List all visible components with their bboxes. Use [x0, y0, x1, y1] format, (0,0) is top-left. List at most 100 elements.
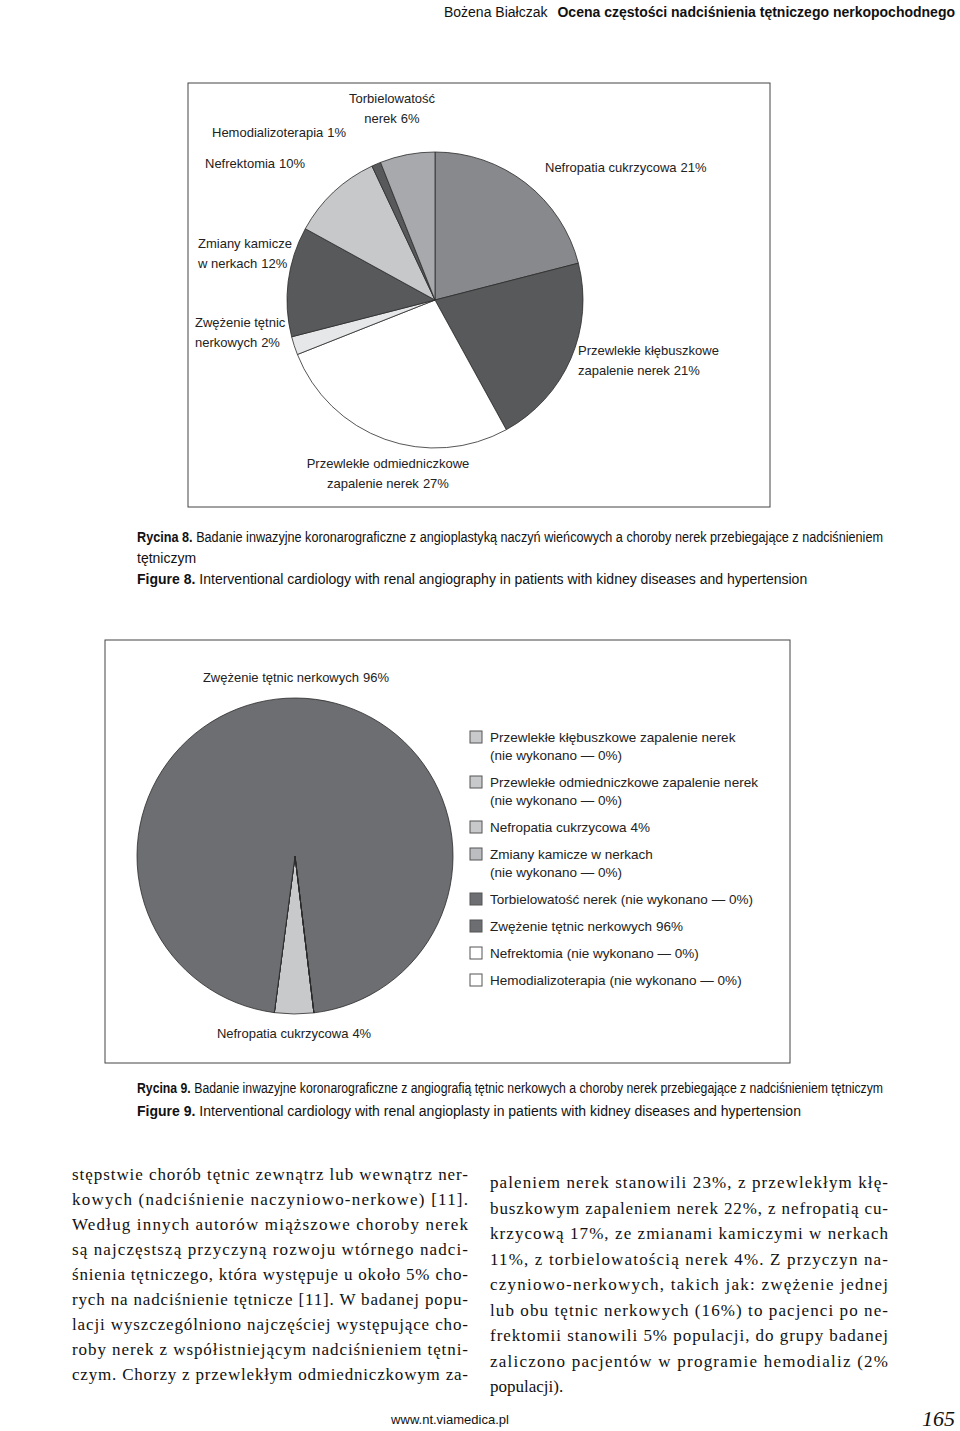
- chart: Nefropatia cukrzycowa21%Przewlekłe kłębu…: [188, 83, 770, 507]
- slice-label: Torbielowatośćnerek6%: [349, 91, 435, 126]
- slice-label: Nefropatia cukrzycowa4%: [217, 1026, 372, 1041]
- body-line: roby nerek z współistniejącym nadciśnien…: [72, 1340, 468, 1359]
- legend-value: (nie wykonano — 0%): [621, 892, 753, 907]
- body-line: śnienia tętniczego, która występuje u ok…: [72, 1265, 468, 1284]
- body-line: populacji).: [490, 1377, 563, 1396]
- slice-label-name: w nerkach: [197, 256, 257, 271]
- body-line: są najczęstszą przyczyną rozwoju wtórneg…: [72, 1240, 468, 1259]
- slice-label: Przewlekłe odmiedniczkowe zapalenie nerek…: [307, 456, 470, 491]
- legend-swatch: [470, 974, 482, 986]
- legend-value: (nie wykonano — 0%): [490, 793, 622, 808]
- slice-label-name: Przewlekłe odmiedniczkowe: [307, 456, 470, 471]
- legend-label: Nefrektomia: [490, 946, 563, 961]
- legend-value: 4%: [631, 820, 651, 835]
- pie-slice: [295, 856, 314, 1013]
- figure-frame: [188, 83, 770, 507]
- caption-text: tętniczym: [137, 550, 196, 566]
- legend-swatch: [470, 947, 482, 959]
- header-title: Ocena częstości nadciśnienia tętniczego …: [557, 4, 955, 20]
- body-line: czyniowo-nerkowych, takich jak: zwężenie…: [490, 1275, 888, 1294]
- slice-label-name: zapalenie nerek: [327, 476, 419, 491]
- body-line: czym. Chorzy z przewlekłym odmiedniczkow…: [72, 1365, 468, 1384]
- legend-value: (nie wykonano — 0%): [567, 946, 699, 961]
- body-line: stępstwie chorób tętnic zewnątrz lub wew…: [72, 1165, 468, 1184]
- legend-entry: Hemodializoterapia (nie wykonano — 0%): [490, 973, 742, 988]
- body-column: paleniem nerek stanowili 23%, z przewlek…: [490, 1173, 889, 1396]
- pie-slice: [137, 698, 453, 1013]
- slice-label: Zmiany kamicze w nerkach 12%: [197, 236, 292, 271]
- caption-label: Rycina 9.: [137, 1080, 191, 1096]
- caption-text: Badanie inwazyjne koronarograficzne z an…: [196, 529, 883, 545]
- slice-label: Hemodializoterapia1%: [212, 125, 347, 140]
- body-line: krzycową 17%, ze zmianami kamiczymi w ne…: [490, 1224, 889, 1243]
- body-line: kowych (nadciśnienie naczyniowo-nerkowe)…: [72, 1190, 468, 1209]
- pie-slice: [295, 856, 314, 1013]
- body-column: stępstwie chorób tętnic zewnątrz lub wew…: [72, 1165, 469, 1384]
- legend: Przewlekłe kłębuszkowe zapalenie nerek (n…: [470, 730, 758, 988]
- slice-label-value: 2%: [261, 335, 280, 350]
- legend-entry: Przewlekłe odmiedniczkowe zapalenie nere…: [490, 775, 758, 808]
- slice-label-name: nerkowych: [195, 335, 257, 350]
- pie-slice: [381, 152, 435, 300]
- slice-label-value: 4%: [352, 1026, 371, 1041]
- page-background: [0, 0, 960, 1431]
- caption-label: Rycina 8.: [137, 529, 193, 545]
- slice-label-name: Zmiany kamicze: [198, 236, 292, 251]
- caption: Rycina 9.Badanie inwazyjne koronarografi…: [137, 1080, 883, 1096]
- body-line: rych na nadciśnienie tętnicze [11]. W ba…: [72, 1290, 468, 1309]
- slice-label-value: 6%: [401, 111, 420, 126]
- slice-label-name: Nefropatia cukrzycowa: [545, 160, 677, 175]
- legend-entry: Nefrektomia (nie wykonano — 0%): [490, 946, 699, 961]
- slice-label-value: 1%: [327, 125, 346, 140]
- caption: tętniczym: [137, 550, 196, 566]
- legend-label: Hemodializoterapia: [490, 973, 606, 988]
- legend-label: Przewlekłe kłębuszkowe zapalenie nerek: [490, 730, 736, 745]
- chart: Nefropatia cukrzycowa4%Zwężenie tętnic n…: [105, 640, 790, 1063]
- body-line: buszkowym zapaleniem nerek 22%, z nefrop…: [490, 1199, 888, 1218]
- legend-label: Przewlekłe odmiedniczkowe zapalenie nere…: [490, 775, 758, 790]
- slice-label: Zwężenie tętnic nerkowych96%: [203, 670, 390, 685]
- body-line: frektomii stanowili 5% populacji, do gru…: [490, 1326, 888, 1345]
- slice-label-name: Nefrektomia: [205, 156, 276, 171]
- slice-label-name: Nefropatia cukrzycowa: [217, 1026, 349, 1041]
- slice-label: Zwężenie tętnic nerkowych 2%: [195, 315, 286, 350]
- caption-text: Interventional cardiology with renal ang…: [199, 571, 807, 587]
- slice-label-value: 12%: [261, 256, 287, 271]
- caption: Figure 9.Interventional cardiology with …: [137, 1103, 801, 1119]
- slice-label-value: 21%: [681, 160, 707, 175]
- legend-label: Zwężenie tętnic nerkowych: [490, 919, 652, 934]
- legend-swatch: [470, 848, 482, 860]
- slice-label-value: 27%: [423, 476, 449, 491]
- slice-label-value: 21%: [674, 363, 700, 378]
- legend-value: (nie wykonano — 0%): [490, 865, 622, 880]
- header-author: Bożena Białczak: [444, 4, 549, 20]
- legend-value: 96%: [656, 919, 683, 934]
- footer-url: www.nt.viamedica.pl: [390, 1412, 509, 1427]
- legend-entry: Nefropatia cukrzycowa4%: [490, 820, 650, 835]
- body-line: lub obu tętnic nerkowych (16%) to pacjen…: [490, 1301, 888, 1320]
- legend-value: (nie wykonano — 0%): [610, 973, 742, 988]
- body-line: lacji wyszczególniono najczęściej występ…: [72, 1315, 468, 1334]
- slice-label-name: Torbielowatość: [349, 91, 435, 106]
- caption-label: Figure 9.: [137, 1103, 195, 1119]
- body-line: 11%, z torbielowatością nerek 4%. Z przy…: [490, 1250, 888, 1269]
- legend-entry: Zmiany kamicze w nerkach(nie wykonano — …: [490, 847, 653, 880]
- caption-text: Interventional cardiology with renal ang…: [199, 1103, 801, 1119]
- page-number: 165: [922, 1406, 955, 1431]
- legend-entry: Zwężenie tętnic nerkowych 96%: [490, 919, 683, 934]
- slice-label-name: zapalenie nerek: [578, 363, 670, 378]
- legend-value: (nie wykonano — 0%): [490, 748, 622, 763]
- body-line: zaliczono pacjentów w programie hemodial…: [490, 1352, 888, 1371]
- slice-label-name: Hemodializoterapia: [212, 125, 324, 140]
- caption-text: Badanie inwazyjne koronarograficzne z an…: [194, 1080, 883, 1096]
- pie: [137, 698, 453, 1014]
- running-header: Bożena Białczak Ocena częstości nadciśnie…: [444, 4, 955, 20]
- caption: Rycina 8.Badanie inwazyjne koronarografi…: [137, 529, 883, 545]
- slice-label-value: 10%: [279, 156, 305, 171]
- slice-label-name: Zwężenie tętnic: [195, 315, 286, 330]
- caption-label: Figure 8.: [137, 571, 195, 587]
- slice-label: Nefrektomia10%: [205, 156, 306, 171]
- caption: Figure 8.Interventional cardiology with …: [137, 571, 807, 587]
- legend-swatch: [470, 821, 482, 833]
- page: Bożena Białczak Ocena częstości nadciśnie…: [0, 0, 960, 1431]
